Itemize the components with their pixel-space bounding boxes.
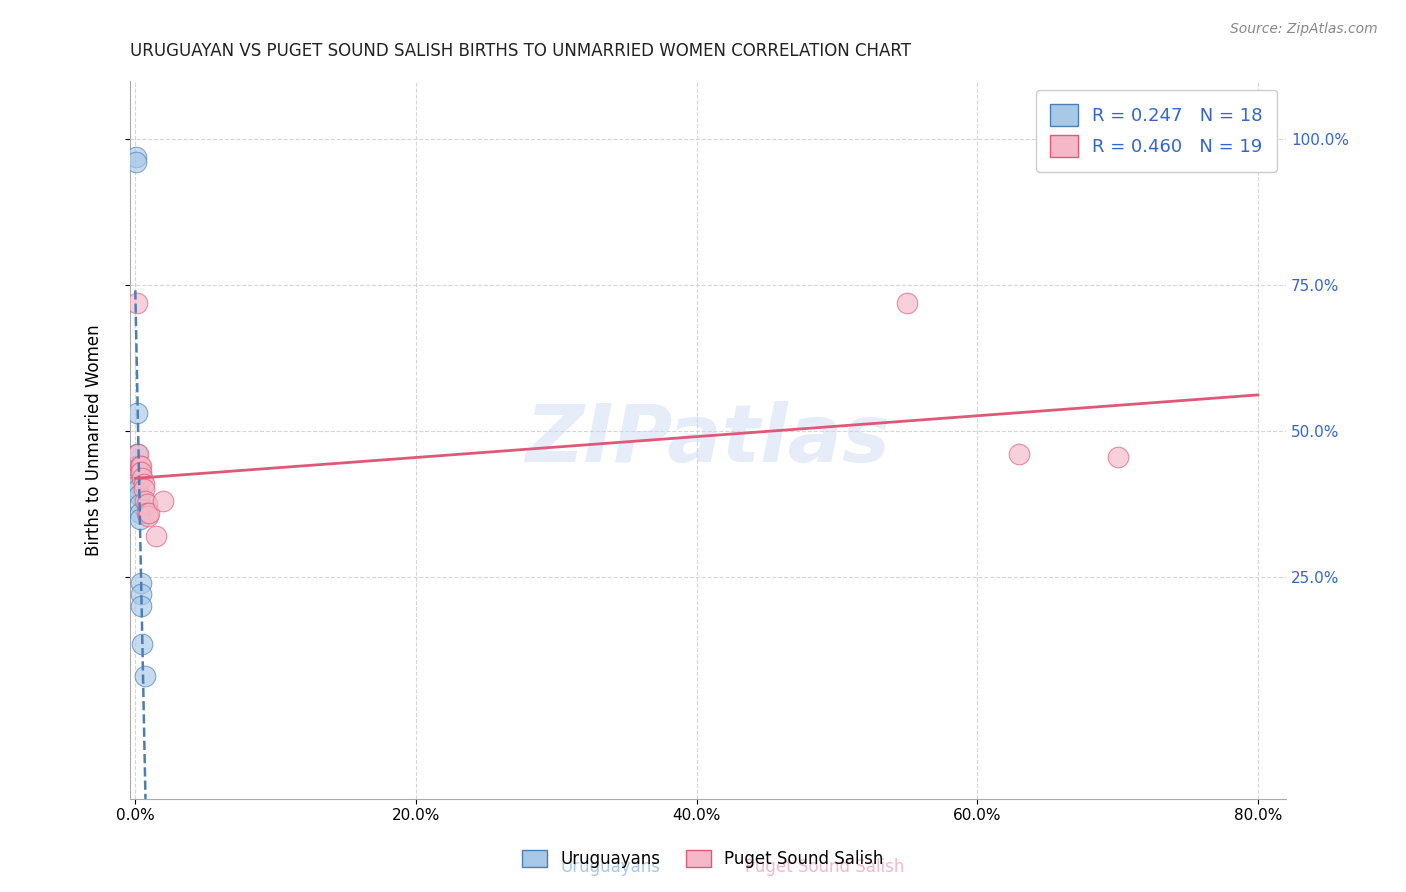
Point <box>134 494 156 508</box>
Text: URUGUAYAN VS PUGET SOUND SALISH BIRTHS TO UNMARRIED WOMEN CORRELATION CHART: URUGUAYAN VS PUGET SOUND SALISH BIRTHS T… <box>129 42 911 60</box>
Text: ZIPatlas: ZIPatlas <box>526 401 890 479</box>
Point <box>128 497 150 511</box>
Point <box>127 467 149 482</box>
Point <box>125 150 148 164</box>
Point <box>135 497 157 511</box>
Point <box>125 407 148 421</box>
Point <box>1008 447 1031 461</box>
Point <box>135 506 157 520</box>
Point <box>127 458 149 473</box>
Point <box>896 295 918 310</box>
Y-axis label: Births to Unmarried Women: Births to Unmarried Women <box>86 324 103 556</box>
Point <box>152 494 174 508</box>
Point <box>138 506 160 520</box>
Point <box>131 471 153 485</box>
Point <box>129 458 152 473</box>
Point <box>128 488 150 502</box>
Legend: Uruguayans, Puget Sound Salish: Uruguayans, Puget Sound Salish <box>516 843 890 875</box>
Point <box>129 575 152 590</box>
Text: Uruguayans: Uruguayans <box>561 858 661 876</box>
Point <box>127 476 149 491</box>
Point <box>134 669 156 683</box>
Point <box>127 483 149 497</box>
Point <box>127 447 149 461</box>
Point <box>128 506 150 520</box>
Point <box>131 637 153 651</box>
Point <box>129 599 152 614</box>
Point <box>132 476 155 491</box>
Point <box>125 295 148 310</box>
Text: Source: ZipAtlas.com: Source: ZipAtlas.com <box>1230 22 1378 37</box>
Point <box>1107 450 1129 465</box>
Point <box>129 587 152 601</box>
Point <box>127 447 149 461</box>
Point <box>128 458 150 473</box>
Point <box>145 529 167 543</box>
Point <box>125 155 148 169</box>
Text: Puget Sound Salish: Puget Sound Salish <box>745 858 904 876</box>
Point <box>129 511 152 525</box>
Point <box>136 508 159 523</box>
Point <box>128 465 150 479</box>
Point <box>127 465 149 479</box>
Point <box>132 483 155 497</box>
Legend: R = 0.247   N = 18, R = 0.460   N = 19: R = 0.247 N = 18, R = 0.460 N = 19 <box>1036 90 1277 172</box>
Point <box>129 465 152 479</box>
